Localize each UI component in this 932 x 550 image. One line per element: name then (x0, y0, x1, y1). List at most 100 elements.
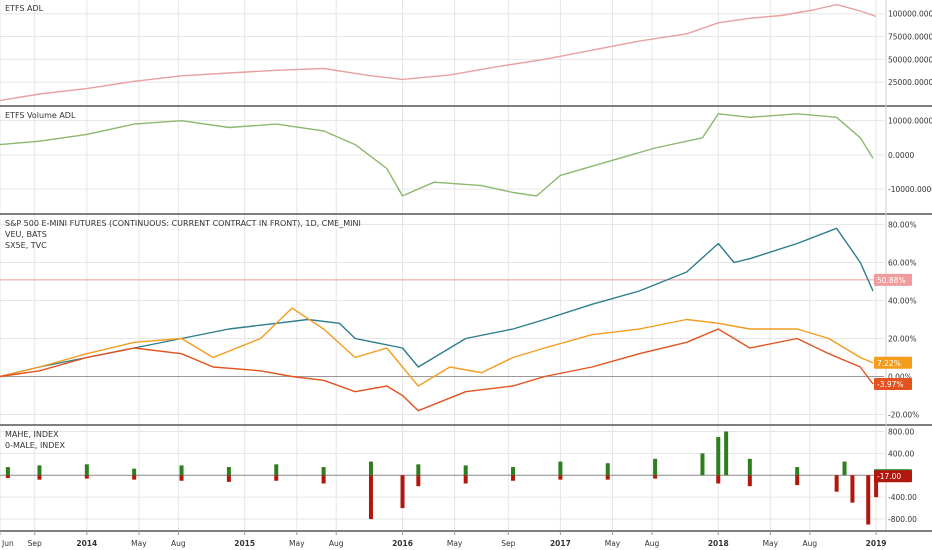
volume-bar (37, 475, 42, 480)
volume-bar (226, 475, 231, 482)
series-line-1 (0, 3, 877, 102)
x-tick-label: Sep (28, 539, 42, 548)
volume-bar (132, 475, 137, 480)
y-tick-label: 10000.0000 (888, 117, 932, 126)
x-tick-label: Aug (171, 539, 186, 548)
volume-bar (850, 475, 855, 503)
volume-bar (874, 475, 879, 498)
y-tick-label: -20.00% (888, 411, 919, 420)
x-tick-label: 2019 (866, 539, 887, 548)
legend-entry: S&P 500 E-MINI FUTURES (CONTINUOUS: CURR… (5, 219, 361, 228)
volume-bar (132, 468, 137, 476)
y-tick-label: 0.00% (888, 373, 912, 382)
y-tick-label: 800.00 (888, 427, 914, 436)
legend-entry: VEU, BATS (5, 230, 47, 239)
x-tick-label: May (447, 539, 463, 548)
y-tick-label: 80.00% (888, 221, 917, 230)
pane-2: 10000.0000 0.0000 -10000.0000 ETFS Volume A… (0, 107, 932, 213)
x-axis: Jun Sep 2014 May Aug 2015 May Aug 2016 May Sep 2017… (0, 531, 887, 548)
x-tick-label: Jun (1, 539, 14, 548)
y-tick-label: 75000.0000 (888, 33, 932, 42)
volume-bar (179, 465, 184, 476)
volume-bar (84, 464, 89, 476)
value-badge: 7.22% (874, 356, 912, 369)
y-tick-label: -10000.0000 (888, 185, 932, 194)
value-badge-text: -17.00 (877, 472, 901, 481)
pane-title: ETFS ADL (5, 4, 44, 13)
y-tick-label: 100000.0000 (888, 10, 932, 19)
volume-bar (558, 475, 563, 480)
volume-bar (416, 475, 421, 487)
volume-bar (558, 461, 563, 476)
volume-bar (866, 475, 871, 525)
x-tick-label: 2017 (550, 539, 571, 548)
volume-bar (416, 464, 421, 476)
volume-bar (226, 467, 231, 476)
legend-entry: 0-MALE, INDEX (5, 441, 66, 450)
volume-bar (605, 463, 610, 476)
volume-bar (463, 465, 468, 476)
x-tick-label: Aug (329, 539, 344, 548)
volume-bar (321, 475, 326, 484)
x-tick-label: May (763, 539, 779, 548)
volume-bar (321, 467, 326, 476)
volume-bar (724, 431, 729, 476)
series-line-2 (0, 307, 874, 387)
pane-1: 100000.0000 75000.0000 50000.0000 25000.000… (0, 0, 932, 105)
volume-bar (368, 461, 373, 476)
volume-bar (37, 465, 42, 476)
legend-entry: MAHE, INDEX (5, 430, 59, 439)
x-tick-label: May (289, 539, 305, 548)
volume-bar (842, 461, 847, 476)
value-badge: -3.97% (874, 378, 912, 391)
x-tick-label: May (605, 539, 621, 548)
x-tick-label: Aug (802, 539, 817, 548)
volume-bar (274, 475, 279, 481)
y-tick-label: 40.00% (888, 297, 917, 306)
volume-bar (463, 475, 468, 484)
y-tick-label: 0.0000 (888, 151, 914, 160)
pane-3: 80.00% 60.00% 40.00% 20.00% 0.00% -20.00% S&P … (0, 215, 919, 424)
x-tick-label: Aug (645, 539, 660, 548)
volume-bar (400, 475, 405, 509)
volume-bar (84, 475, 89, 479)
chart-panes: 100000.0000 75000.0000 50000.0000 25000.000… (0, 0, 932, 532)
volume-bar (795, 467, 800, 476)
volume-bar (716, 436, 721, 476)
value-badge-text: 7.22% (877, 359, 901, 368)
x-tick-label: 2014 (76, 539, 97, 548)
y-tick-label: 400.00 (888, 449, 914, 458)
x-tick-label: May (131, 539, 147, 548)
volume-bar (368, 475, 373, 520)
x-tick-label: 2018 (708, 539, 729, 548)
volume-bar (747, 475, 752, 487)
volume-bar (274, 464, 279, 476)
volume-bar (511, 475, 516, 481)
legend-entry: SX5E, TVC (5, 241, 47, 250)
volume-bar (700, 453, 705, 476)
y-tick-label: 25000.0000 (888, 78, 932, 87)
volume-bar (834, 475, 839, 492)
value-badge: 50.88% (874, 273, 912, 286)
x-tick-label: 2016 (392, 539, 413, 548)
volume-bar (5, 467, 10, 476)
series-line-1 (0, 227, 874, 378)
volume-bar (795, 475, 800, 486)
volume-bar (5, 475, 10, 478)
volume-bar (653, 475, 658, 479)
series-line-1 (0, 113, 874, 197)
pane-4: 800.00 400.00 -400.00 -800.00 MAHE, INDEX 0-M… (0, 426, 917, 530)
volume-bar (511, 467, 516, 476)
series-line-3 (0, 328, 874, 412)
y-tick-label: -400.00 (888, 493, 917, 502)
pane-title: ETFS Volume ADL (5, 111, 76, 120)
x-tick-label: 2015 (234, 539, 255, 548)
value-badge-text: 50.88% (877, 276, 906, 285)
volume-bar (179, 475, 184, 481)
volume-bar (605, 475, 610, 480)
value-badge: -17.00 (874, 470, 912, 483)
y-tick-label: 60.00% (888, 259, 917, 268)
volume-bar (747, 458, 752, 476)
